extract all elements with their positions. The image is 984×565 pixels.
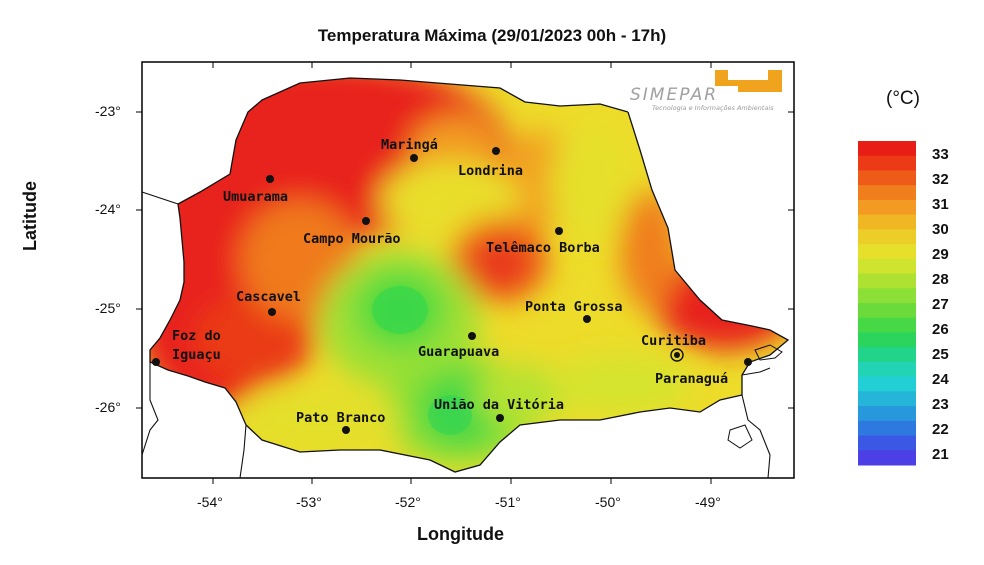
x-tick-label: -49°	[695, 494, 721, 510]
city-label-umuarama: Umuarama	[223, 189, 288, 205]
colorbar-label: 25	[932, 346, 949, 363]
simepar-logo: SIMEPAR Tecnologia e Informações Ambient…	[628, 70, 788, 112]
y-axis-label: Latitude	[20, 181, 40, 251]
colorbar-swatch	[858, 347, 916, 363]
marker-ponta-grossa	[583, 315, 591, 323]
marker-paranagua	[744, 358, 752, 366]
x-axis-ticks	[212, 62, 712, 484]
x-tick-label: -51°	[495, 494, 521, 510]
x-tick-label: -53°	[296, 494, 322, 510]
island-outline	[727, 424, 753, 449]
colorbar-swatch	[858, 258, 916, 275]
colorbar-swatch	[858, 170, 916, 186]
colorbar-swatch	[858, 420, 916, 437]
colorbar-label: 23	[932, 396, 949, 413]
colorbar-swatch	[858, 214, 916, 230]
y-tick-label: -24°	[95, 201, 121, 217]
logo-mark-icon	[715, 70, 782, 92]
colorbar-swatch	[858, 376, 916, 392]
city-label-guarapuava: Guarapuava	[418, 344, 499, 360]
colorbar-swatch	[858, 141, 916, 157]
coastline	[741, 367, 771, 376]
marker-cascavel	[268, 308, 276, 316]
marker-maringa	[410, 154, 418, 162]
colorbar-swatch	[858, 332, 916, 348]
colorbar-label: 22	[932, 421, 949, 438]
state-border	[149, 77, 790, 473]
x-axis-label: Longitude	[417, 524, 504, 544]
border-line	[239, 424, 247, 479]
city-label-campo-mourao: Campo Mourão	[303, 231, 401, 247]
city-labels: Maringá Londrina Umuarama Campo Mourão T…	[172, 137, 728, 426]
city-label-paranagua: Paranaguá	[655, 371, 728, 387]
city-label-maringa: Maringá	[381, 137, 438, 153]
x-tick-label: -52°	[395, 494, 421, 510]
marker-curitiba	[674, 352, 680, 358]
city-label-pato-branco: Pato Branco	[296, 410, 385, 426]
colorbar-swatch	[858, 288, 916, 304]
y-tick-label: -25°	[95, 300, 121, 316]
city-label-londrina: Londrina	[458, 163, 523, 179]
marker-uniao-da-vitoria	[496, 414, 504, 422]
colorbar-label: 21	[932, 446, 949, 463]
colorbar	[858, 141, 916, 466]
colorbar-swatch	[858, 229, 916, 245]
border-line	[141, 362, 159, 456]
colorbar-swatch	[858, 185, 916, 201]
city-markers	[152, 147, 752, 434]
city-label-foz-do: Foz do	[172, 328, 221, 344]
city-label-cascavel: Cascavel	[236, 289, 301, 305]
marker-guarapuava	[468, 332, 476, 340]
colorbar-label: 30	[932, 221, 949, 238]
colorbar-label: 33	[932, 146, 949, 163]
colorbar-label: 29	[932, 246, 949, 263]
colorbar-label: 28	[932, 271, 949, 288]
colorbar-swatch	[858, 303, 916, 319]
x-tick-label: -54°	[197, 494, 223, 510]
colorbar-label: 26	[932, 321, 949, 338]
city-label-curitiba: Curitiba	[641, 333, 706, 349]
marker-foz-do-iguacu	[152, 358, 160, 366]
logo-name: SIMEPAR	[630, 85, 718, 105]
marker-campo-mourao	[362, 217, 370, 225]
city-label-iguacu: Iguaçu	[172, 347, 221, 363]
y-axis-ticks	[136, 111, 794, 409]
x-tick-label: -50°	[595, 494, 621, 510]
city-label-ponta-grossa: Ponta Grossa	[525, 299, 623, 315]
colorbar-swatch	[858, 273, 916, 289]
colorbar-label: 24	[932, 371, 949, 388]
colorbar-swatch	[858, 391, 916, 407]
colorbar-swatch	[858, 155, 916, 171]
colorbar-swatch	[858, 450, 916, 466]
marker-curitiba-ring	[670, 348, 684, 362]
y-tick-label: -23°	[95, 103, 121, 119]
marker-pato-branco	[342, 426, 350, 434]
colorbar-label: 27	[932, 296, 949, 313]
logo-tagline: Tecnologia e Informações Ambientais	[652, 104, 774, 112]
marker-umuarama	[266, 175, 274, 183]
colorbar-label: 32	[932, 171, 949, 188]
bay-outline	[754, 344, 783, 361]
y-tick-label: -26°	[95, 399, 121, 415]
colorbar-swatch	[858, 361, 916, 378]
colorbar-swatch	[858, 317, 916, 333]
city-label-telemaco-borba: Telêmaco Borba	[486, 240, 600, 256]
marker-londrina	[492, 147, 500, 155]
colorbar-label: 31	[932, 196, 949, 213]
coastline	[741, 394, 771, 479]
colorbar-swatch	[858, 406, 916, 422]
marker-telemaco-borba	[555, 227, 563, 235]
colorbar-swatch	[858, 435, 916, 451]
colorbar-unit: (°C)	[886, 88, 920, 109]
map-title: Temperatura Máxima (29/01/2023 00h - 17h…	[317, 26, 667, 45]
border-line	[141, 191, 179, 205]
city-label-uniao-da-vitoria: União da Vitória	[434, 397, 564, 413]
colorbar-swatch	[858, 244, 916, 260]
colorbar-swatch	[858, 199, 916, 216]
